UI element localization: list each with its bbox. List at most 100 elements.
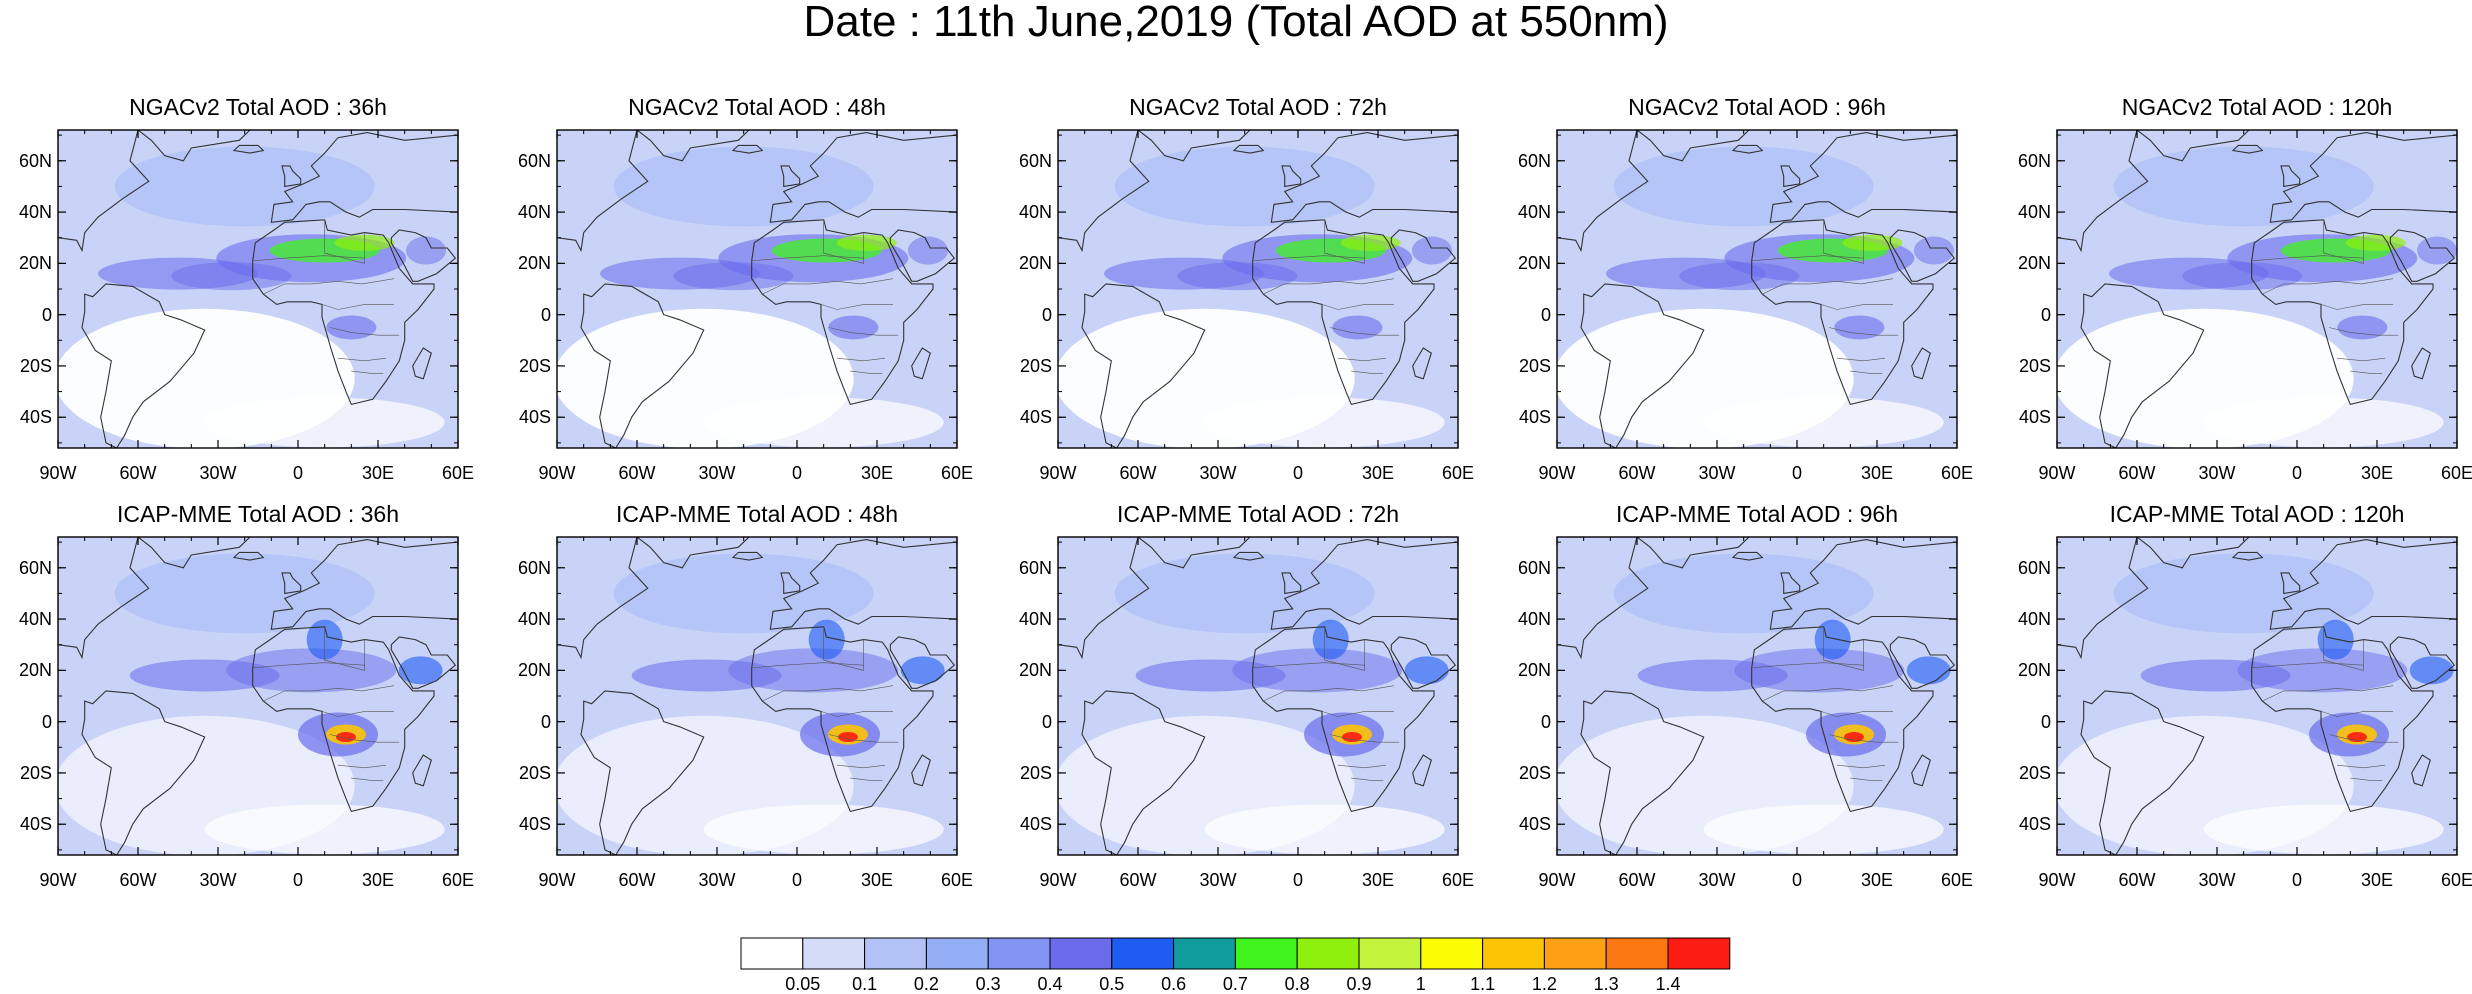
coastline bbox=[252, 626, 435, 813]
coastline bbox=[1232, 144, 1265, 154]
lon-label: 60E bbox=[1441, 463, 1475, 483]
lon-label: 30W bbox=[1199, 870, 1237, 890]
aod-plume bbox=[838, 732, 858, 743]
coastline bbox=[1580, 283, 1705, 448]
aod-plume bbox=[1814, 619, 1851, 660]
aod-plume bbox=[171, 262, 292, 291]
coastline bbox=[232, 551, 265, 561]
aod-plume bbox=[836, 234, 897, 251]
country-border bbox=[1762, 278, 1894, 295]
lat-label: 20N bbox=[18, 253, 52, 274]
lon-label: 90W bbox=[1538, 463, 1576, 483]
panel-title: NGACv2 Total AOD : 72h bbox=[1129, 94, 1387, 120]
coastline bbox=[2269, 539, 2457, 630]
coastline bbox=[889, 229, 956, 282]
lon-label: 30W bbox=[698, 870, 736, 890]
country-border bbox=[1337, 764, 1387, 769]
coastline bbox=[270, 539, 458, 630]
coastline bbox=[1281, 572, 1302, 595]
coastline bbox=[2269, 132, 2457, 223]
coastline bbox=[1232, 551, 1265, 561]
country-border bbox=[1820, 304, 1893, 310]
lon-label: 0 bbox=[1292, 463, 1303, 483]
coastline bbox=[1081, 283, 1206, 448]
aod-plume bbox=[1177, 262, 1298, 291]
aod-plume bbox=[2182, 262, 2303, 291]
panel-title: ICAP-MME Total AOD : 120h bbox=[2109, 501, 2405, 527]
lat-label: 20S bbox=[2018, 762, 2051, 783]
coastline bbox=[1780, 165, 1801, 188]
aod-plume bbox=[1842, 234, 1903, 251]
lon-label: 30W bbox=[199, 463, 237, 483]
lon-label: 90W bbox=[2038, 870, 2076, 890]
colorbar-label: 0.7 bbox=[1222, 974, 1248, 994]
country-border bbox=[762, 685, 894, 702]
aod-plume bbox=[673, 262, 794, 291]
lon-label: 30E bbox=[1361, 463, 1395, 483]
country-border bbox=[828, 734, 899, 743]
lat-label: 20S bbox=[19, 355, 52, 376]
lat-label: 0 bbox=[540, 711, 551, 732]
coastline bbox=[2280, 572, 2301, 595]
country-border bbox=[2320, 304, 2393, 310]
country-border bbox=[1828, 327, 1899, 336]
coastline bbox=[1412, 347, 1432, 380]
country-border bbox=[828, 327, 899, 336]
aod-plume bbox=[828, 315, 879, 340]
country-border bbox=[1820, 711, 1893, 717]
lat-label: 20S bbox=[518, 762, 551, 783]
coastline bbox=[2411, 347, 2431, 380]
country-border bbox=[836, 357, 886, 362]
country-border bbox=[1351, 777, 1384, 781]
map-panel bbox=[1057, 536, 1459, 856]
colorbar-swatch bbox=[1173, 937, 1236, 970]
country-border bbox=[2323, 219, 2364, 264]
lat-label: 0 bbox=[41, 304, 52, 325]
country-border bbox=[1823, 219, 1864, 264]
coastline bbox=[390, 636, 457, 689]
lon-label: 60E bbox=[1940, 870, 1974, 890]
colorbar-label: 0.4 bbox=[1037, 974, 1063, 994]
colorbar-label: 1.2 bbox=[1531, 974, 1557, 994]
aod-plume bbox=[1679, 262, 1800, 291]
country-border bbox=[1321, 304, 1394, 310]
coastline bbox=[58, 537, 150, 660]
country-border bbox=[1751, 662, 1864, 669]
aod-plume bbox=[1412, 236, 1452, 265]
panel-title: ICAP-MME Total AOD : 96h bbox=[1615, 501, 1899, 527]
country-border bbox=[324, 219, 365, 264]
lon-label: 30E bbox=[361, 870, 395, 890]
coastline bbox=[1081, 690, 1206, 855]
lon-label: 30E bbox=[361, 463, 395, 483]
lon-label: 90W bbox=[39, 870, 77, 890]
lon-label: 60W bbox=[618, 870, 656, 890]
aod-plume bbox=[2409, 656, 2454, 685]
colorbar-label: 1.4 bbox=[1655, 974, 1681, 994]
colorbar-swatch bbox=[1482, 937, 1545, 970]
coastline bbox=[2251, 219, 2434, 406]
lon-label: 60E bbox=[940, 870, 974, 890]
lon-label: 0 bbox=[791, 463, 802, 483]
country-border bbox=[321, 304, 394, 310]
lon-label: 90W bbox=[538, 870, 576, 890]
country-border bbox=[2350, 777, 2383, 781]
aod-plume bbox=[908, 236, 948, 265]
lat-label: 40N bbox=[18, 609, 52, 630]
lat-label: 40S bbox=[518, 814, 551, 835]
lon-label: 60E bbox=[1441, 870, 1475, 890]
coastline bbox=[2411, 754, 2431, 787]
colorbar-swatch bbox=[1358, 937, 1422, 970]
coastline bbox=[1137, 537, 1251, 569]
panel-title: NGACv2 Total AOD : 120h bbox=[2121, 94, 2393, 120]
lon-label: 60W bbox=[1618, 463, 1656, 483]
aod-plume bbox=[1734, 648, 1905, 693]
lon-label: 60W bbox=[1618, 870, 1656, 890]
country-border bbox=[1324, 626, 1365, 671]
country-border bbox=[850, 370, 883, 374]
colorbar-swatch bbox=[1667, 937, 1731, 970]
colorbar-swatch bbox=[1420, 937, 1484, 970]
lon-label: 60W bbox=[1119, 870, 1157, 890]
country-border bbox=[1836, 357, 1886, 362]
lon-label: 0 bbox=[2291, 463, 2302, 483]
lat-label: 0 bbox=[540, 304, 551, 325]
